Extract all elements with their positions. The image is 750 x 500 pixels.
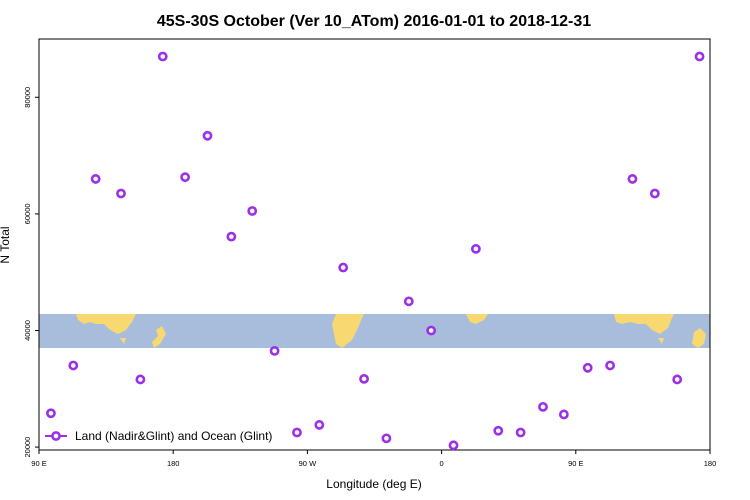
x-tick-label: 90 E xyxy=(568,459,583,468)
data-point xyxy=(582,362,593,373)
legend: Land (Nadir&Glint) and Ocean (Glint) xyxy=(45,429,272,443)
data-point xyxy=(359,373,369,384)
data-point xyxy=(135,374,146,385)
map-band xyxy=(39,314,710,348)
y-axis-label: N Total xyxy=(0,226,12,263)
x-axis: 90 E 180 90 W 0 90 E 180 xyxy=(31,450,716,468)
land-south-africa xyxy=(466,314,488,324)
data-point xyxy=(226,231,237,242)
land-australia-right xyxy=(614,314,674,334)
x-tick-label: 0 xyxy=(440,459,444,468)
land-tasmania-right xyxy=(658,338,664,344)
land-newzealand-right xyxy=(692,328,706,348)
land-tasmania-left xyxy=(120,338,126,344)
data-point xyxy=(538,401,548,412)
x-tick-label: 90 E xyxy=(31,459,46,468)
data-point xyxy=(493,425,504,436)
data-point xyxy=(403,296,414,307)
data-point xyxy=(180,172,191,183)
plot-frame xyxy=(38,38,711,451)
data-point xyxy=(90,174,101,184)
chart-title: 45S-30S October (Ver 10_ATom) 2016-01-01… xyxy=(157,13,591,30)
x-tick-label: 180 xyxy=(167,459,180,468)
land-south-america xyxy=(332,314,364,348)
data-point xyxy=(694,51,705,62)
land-newzealand-left xyxy=(152,326,166,348)
data-point xyxy=(116,188,126,199)
data-point xyxy=(470,243,481,254)
ocean-band xyxy=(39,314,710,348)
data-point xyxy=(46,408,56,419)
data-points xyxy=(46,51,705,451)
y-tick-label: 40000 xyxy=(23,320,32,341)
x-tick-label: 180 xyxy=(704,459,717,468)
data-point xyxy=(381,433,392,444)
data-point xyxy=(269,345,280,356)
data-point xyxy=(672,374,683,385)
data-point xyxy=(605,360,615,371)
y-tick-label: 20000 xyxy=(23,437,32,458)
data-point xyxy=(247,206,258,216)
data-point xyxy=(649,188,660,199)
data-point xyxy=(558,409,569,420)
data-point xyxy=(292,427,302,438)
y-tick-label: 60000 xyxy=(23,203,32,224)
y-tick-label: 80000 xyxy=(23,87,32,108)
y-axis: 20000 40000 60000 80000 xyxy=(23,87,39,458)
data-point xyxy=(515,427,526,438)
land-australia-left xyxy=(76,314,136,334)
data-point xyxy=(426,325,437,336)
x-tick-label: 90 W xyxy=(299,459,317,468)
legend-marker xyxy=(51,431,61,441)
data-point xyxy=(448,440,459,451)
data-point xyxy=(157,51,168,62)
legend-label: Land (Nadir&Glint) and Ocean (Glint) xyxy=(75,429,272,443)
x-axis-label: Longitude (deg E) xyxy=(326,477,421,491)
data-point xyxy=(202,130,213,141)
data-point xyxy=(338,262,349,273)
data-point xyxy=(627,174,638,184)
data-point xyxy=(314,420,325,430)
data-point xyxy=(68,360,79,371)
